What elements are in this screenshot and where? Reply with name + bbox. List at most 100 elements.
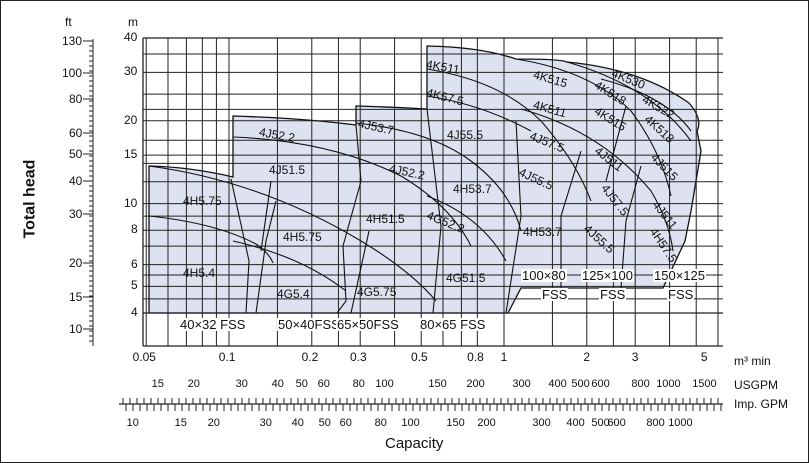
pump-model-label: 4H53.7	[453, 182, 492, 196]
x-tick-label-impgpm: 10	[126, 417, 139, 429]
y-unit-ft: ft	[65, 15, 72, 29]
pump-model-label: 4H5.75	[283, 230, 322, 244]
x-tick-label-impgpm: 1000	[668, 417, 693, 429]
y-tick-label-m: 6	[131, 256, 138, 271]
x-tick-label-usgpm: 1500	[692, 378, 717, 390]
performance-curve	[505, 120, 522, 314]
x-tick-label-impgpm: 300	[532, 417, 551, 429]
y-tick-label-ft: 100	[62, 66, 83, 80]
pump-model-label: 4G51.5	[446, 271, 486, 285]
x-tick-label-usgpm: 20	[187, 378, 200, 390]
performance-curve	[426, 68, 592, 202]
y-tick-label-m: 5	[131, 278, 138, 293]
y-tick-label-ft: 30	[69, 207, 83, 221]
x-tick-label-impgpm: 15	[174, 417, 187, 429]
y-tick-label-m: 15	[124, 147, 138, 162]
y-tick-label-m: 4	[131, 305, 138, 319]
x-tick-label-impgpm: 40	[291, 417, 304, 429]
pump-size-label: 65×50FSS	[336, 317, 400, 332]
x-unit-m3min: m³ min	[734, 354, 771, 368]
pump-model-label: 4G5.75	[357, 285, 397, 299]
x-tick-label-usgpm: 50	[295, 378, 308, 390]
y-tick-label-m: 30	[124, 64, 138, 79]
x-tick-label-usgpm: 150	[428, 378, 447, 390]
y-unit-m: m	[128, 15, 138, 29]
x-unit-usgpm: USGPM	[734, 378, 779, 392]
performance-curve	[336, 124, 362, 314]
pump-model-label: 4H53.7	[523, 225, 562, 239]
x-tick-label-usgpm: 1000	[656, 378, 681, 390]
pump-model-label: 4H5.75	[183, 194, 222, 208]
x-tick-label-m3min: 0.8	[467, 350, 484, 364]
performance-curve	[620, 165, 642, 289]
performance-curve	[600, 78, 692, 132]
y-tick-label-ft: 50	[69, 147, 83, 161]
performance-curve	[350, 230, 370, 314]
performance-curve	[255, 200, 277, 314]
x-tick-label-m3min: 3	[631, 350, 639, 364]
performance-curve	[232, 240, 347, 292]
pump-model-label: 4J55.5	[447, 128, 484, 142]
pump-size-label: 40×32 FSS	[179, 317, 247, 332]
y-tick-label-ft: 60	[69, 126, 83, 140]
x-tick-label-m3min: 2	[583, 350, 591, 364]
y-axis-title: Total head	[21, 159, 39, 239]
x-tick-label-usgpm: 30	[235, 378, 248, 390]
pump-model-label: 4J51.5	[269, 163, 306, 177]
x-tick-label-usgpm: 100	[375, 378, 394, 390]
x-axis-title: Capacity	[385, 435, 444, 452]
x-tick-label-impgpm: 800	[646, 417, 665, 429]
y-tick-label-ft: 40	[69, 174, 83, 188]
pump-size-label: FSS	[541, 287, 569, 302]
performance-curve	[515, 58, 672, 197]
x-tick-label-impgpm: 400	[566, 417, 585, 429]
x-tick-label-usgpm: 400	[548, 378, 567, 390]
pump-model-label: 4H5.4	[183, 266, 216, 280]
x-tick-label-usgpm: 800	[631, 378, 650, 390]
x-tick-label-impgpm: 500	[591, 417, 610, 429]
pump-size-label: 80×65 FSS	[419, 317, 487, 332]
performance-curve	[355, 122, 522, 232]
x-tick-label-impgpm: 150	[446, 417, 465, 429]
x-tick-label-m3min: 0.5	[411, 350, 428, 364]
x-tick-label-usgpm: 200	[466, 378, 485, 390]
x-tick-label-m3min: 0.3	[350, 350, 367, 364]
x-tick-label-impgpm: 30	[259, 417, 272, 429]
y-tick-label-ft: 80	[69, 92, 83, 106]
performance-curve	[230, 178, 250, 314]
y-tick-label-ft: 130	[62, 34, 83, 48]
y-tick-label-m: 40	[124, 30, 138, 44]
x-tick-label-m3min: 0.2	[301, 350, 319, 364]
performance-curve	[232, 136, 472, 247]
performance-curve	[426, 95, 532, 132]
performance-curve	[560, 150, 582, 288]
x-tick-label-usgpm: 300	[512, 378, 531, 390]
y-tick-label-ft: 20	[69, 256, 83, 270]
x-tick-label-impgpm: 200	[477, 417, 496, 429]
performance-curve	[605, 105, 627, 182]
pump-size-label: 125×100	[581, 268, 634, 283]
x-tick-label-usgpm: 500	[571, 378, 590, 390]
performance-curve	[566, 61, 692, 142]
x-tick-label-usgpm: 600	[591, 378, 610, 390]
x-tick-label-usgpm: 40	[271, 378, 284, 390]
x-tick-label-m3min: 0.1	[218, 350, 236, 364]
performance-curve	[148, 215, 274, 264]
x-tick-label-usgpm: 15	[151, 378, 164, 390]
performance-curve	[260, 180, 272, 252]
x-tick-label-impgpm: 80	[374, 417, 387, 429]
pump-size-label: 50×40FSS	[277, 317, 341, 332]
performance-curve	[426, 108, 442, 314]
pump-size-label: FSS	[667, 287, 695, 302]
y-tick-label-ft: 10	[69, 322, 83, 336]
pump-size-label: FSS	[599, 287, 627, 302]
x-tick-label-m3min: 5	[700, 350, 708, 364]
x-tick-label-m3min: 0.05	[132, 350, 156, 364]
x-tick-label-impgpm: 100	[401, 417, 420, 429]
x-tick-label-m3min: 1	[500, 350, 508, 364]
x-tick-label-impgpm: 50	[318, 417, 331, 429]
performance-curve	[520, 108, 674, 252]
x-tick-label-impgpm: 600	[607, 417, 626, 429]
